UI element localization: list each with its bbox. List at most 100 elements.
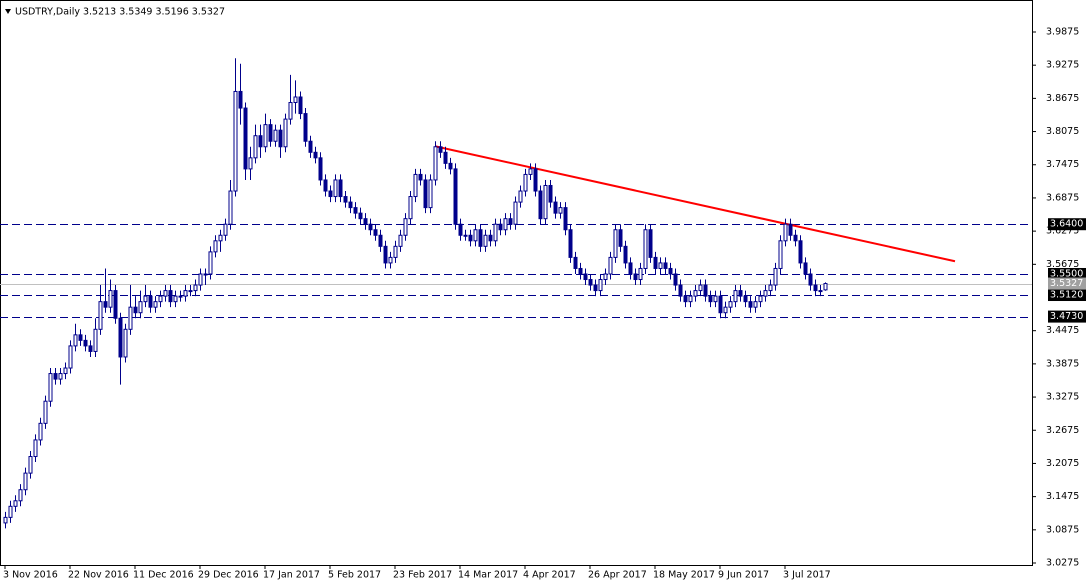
candle-body bbox=[178, 295, 183, 298]
x-tick-label: 26 Apr 2017 bbox=[588, 570, 647, 581]
candle-body bbox=[198, 273, 203, 286]
candle-body bbox=[53, 373, 58, 380]
candle-body bbox=[463, 234, 468, 237]
candle-body bbox=[243, 107, 248, 170]
candle-body bbox=[448, 162, 453, 170]
candle-body bbox=[473, 229, 478, 242]
candle-body bbox=[263, 124, 268, 148]
candle-body bbox=[108, 290, 113, 308]
candle-body bbox=[28, 456, 33, 474]
candle-body bbox=[308, 140, 313, 153]
candle-body bbox=[808, 273, 813, 286]
candle-body bbox=[213, 240, 218, 253]
price-label: 3.6400 bbox=[1050, 219, 1083, 230]
candle-body bbox=[753, 301, 758, 308]
y-tick-label: 3.7475 bbox=[1046, 159, 1079, 170]
candle-body bbox=[748, 301, 753, 308]
candle-body bbox=[568, 229, 573, 258]
price-label: 3.5500 bbox=[1050, 268, 1083, 279]
candle-body bbox=[303, 113, 308, 142]
candle-body bbox=[413, 173, 418, 198]
candle-body bbox=[278, 129, 283, 148]
y-tick-label: 3.4475 bbox=[1046, 325, 1079, 336]
candle-body bbox=[283, 118, 288, 148]
candle-body bbox=[578, 267, 583, 275]
menu-arrow[interactable] bbox=[5, 9, 11, 14]
candle-body bbox=[628, 262, 633, 275]
candle-body bbox=[358, 212, 363, 220]
candle-body bbox=[693, 290, 698, 297]
candle-body bbox=[368, 223, 373, 231]
y-tick-label: 3.3275 bbox=[1046, 392, 1079, 403]
candle-body bbox=[618, 229, 623, 247]
candle-body bbox=[288, 102, 293, 120]
price-label-box bbox=[1048, 310, 1086, 323]
candle-body bbox=[228, 190, 233, 225]
candle-body bbox=[563, 207, 568, 231]
candle-body bbox=[478, 229, 483, 247]
y-tick-label: 3.8075 bbox=[1046, 126, 1079, 137]
candle-body bbox=[518, 190, 523, 203]
candle-body bbox=[398, 234, 403, 247]
x-tick-label: 14 Mar 2017 bbox=[458, 570, 518, 581]
candle-body bbox=[743, 295, 748, 303]
candle-body bbox=[133, 306, 138, 314]
candle-body bbox=[653, 256, 658, 269]
candle-body bbox=[528, 168, 533, 175]
candle-body bbox=[763, 290, 768, 297]
candle-body bbox=[348, 201, 353, 209]
y-tick-label: 3.2075 bbox=[1046, 458, 1079, 469]
y-tick-label: 3.9275 bbox=[1046, 60, 1079, 71]
candle-body bbox=[418, 173, 423, 181]
candle-body bbox=[233, 90, 238, 192]
candle-body bbox=[673, 273, 678, 286]
candle-body bbox=[768, 284, 773, 292]
candle-body bbox=[323, 179, 328, 192]
candle-body bbox=[663, 262, 668, 269]
candle-body bbox=[258, 135, 263, 148]
candle-body bbox=[393, 245, 398, 258]
candle-body bbox=[148, 295, 153, 308]
x-tick-label: 9 Jun 2017 bbox=[718, 570, 769, 581]
candle-body bbox=[558, 207, 563, 214]
candle-body bbox=[388, 256, 393, 264]
candle-body bbox=[793, 234, 798, 242]
plot-frame bbox=[0, 0, 1033, 566]
candle-body bbox=[203, 273, 208, 276]
price-label: 3.4730 bbox=[1050, 311, 1083, 322]
candle-body bbox=[353, 207, 358, 214]
candle-body bbox=[273, 129, 278, 142]
candle-body bbox=[538, 190, 543, 220]
candle-body bbox=[433, 146, 438, 181]
y-tick-label: 3.1475 bbox=[1046, 491, 1079, 502]
candle-body bbox=[458, 223, 463, 236]
candle-body bbox=[168, 290, 173, 303]
candle-body bbox=[383, 245, 388, 264]
candle-body bbox=[363, 218, 368, 225]
candle-body bbox=[658, 262, 663, 269]
candle-body bbox=[593, 284, 598, 292]
candle-body bbox=[223, 223, 228, 236]
candle-body bbox=[718, 295, 723, 314]
chart-title: USDTRY,Daily 3.5213 3.5349 3.5196 3.5327 bbox=[15, 7, 225, 18]
candle-body bbox=[703, 284, 708, 297]
candle-body bbox=[623, 245, 628, 264]
candle-body bbox=[573, 256, 578, 269]
candle-body bbox=[698, 284, 703, 292]
x-tick-label: 3 Jul 2017 bbox=[783, 570, 831, 581]
y-tick-label: 3.6875 bbox=[1046, 192, 1079, 203]
price-label: 3.5327 bbox=[1050, 278, 1083, 289]
candle-body bbox=[613, 229, 618, 258]
candle-body bbox=[218, 234, 223, 242]
candle-body bbox=[143, 295, 148, 303]
candle-body bbox=[208, 251, 213, 275]
candle-body bbox=[633, 273, 638, 281]
candle-body bbox=[163, 290, 168, 297]
candle-body bbox=[773, 267, 778, 286]
candle-body bbox=[248, 157, 253, 170]
candle-body bbox=[738, 290, 743, 297]
candle-body bbox=[333, 179, 338, 198]
candle-body bbox=[93, 328, 98, 352]
candle-body bbox=[508, 218, 513, 225]
